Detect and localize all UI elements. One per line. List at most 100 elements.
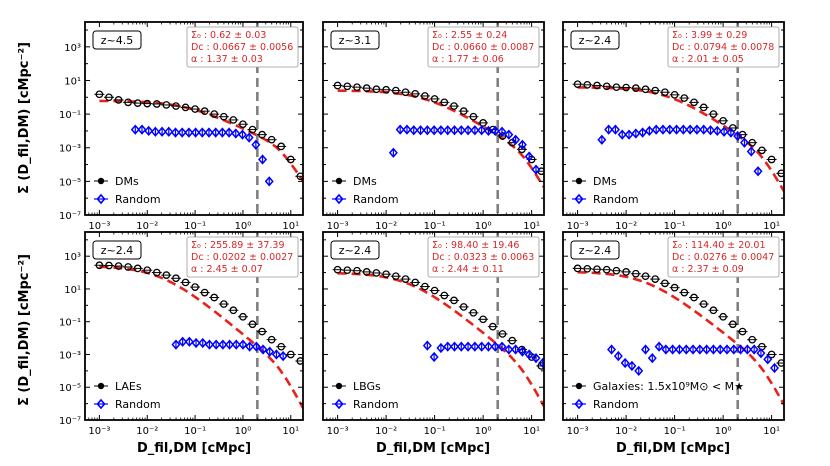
fit-parameter-2: Dc : 0.0202 ± 0.0027 — [191, 252, 293, 263]
x-tick-label: 10⁻¹ — [664, 221, 686, 232]
data-point — [421, 92, 429, 100]
data-point — [593, 265, 601, 274]
x-tick-label: 10⁻¹ — [424, 426, 446, 437]
random-point — [524, 151, 534, 162]
data-point — [258, 327, 266, 336]
legend-label-data: DMs — [593, 175, 617, 188]
random-point — [672, 124, 682, 135]
data-point — [411, 90, 420, 98]
fit-parameter-box — [186, 26, 299, 68]
random-point — [749, 344, 759, 355]
data-point — [459, 107, 468, 115]
random-point — [258, 154, 268, 165]
x-tick-label: 10⁻¹ — [184, 221, 206, 232]
legend-marker-random — [574, 398, 584, 410]
data-point — [680, 94, 689, 102]
random-point — [746, 146, 756, 157]
x-tick-label: 10⁻³ — [327, 221, 349, 232]
data-point — [172, 102, 180, 110]
random-point — [770, 362, 780, 374]
data-point — [777, 359, 784, 367]
fit-parameter-2: Dc : 0.0323 ± 0.0063 — [432, 252, 534, 263]
data-point — [200, 107, 209, 115]
redshift-label: z~2.4 — [579, 34, 611, 47]
random-point — [668, 344, 678, 355]
data-point — [421, 282, 429, 291]
data-point — [440, 291, 449, 300]
legend-marker-random — [334, 398, 344, 410]
fit-parameter-3: α : 2.37 ± 0.09 — [672, 264, 744, 275]
random-point — [756, 348, 766, 359]
random-point — [538, 357, 544, 369]
data-point — [114, 96, 123, 104]
data-point — [583, 80, 592, 89]
data-point — [239, 312, 247, 321]
x-axis-label-col-1: D_fil,DM [cMpc] — [137, 441, 251, 456]
panel-frame — [322, 21, 545, 216]
x-tick-label: 10⁻³ — [327, 426, 349, 437]
random-point — [258, 344, 268, 355]
random-point — [225, 339, 235, 350]
redshift-label: z~4.5 — [101, 34, 133, 47]
y-tick-label: 10⁻³ — [59, 144, 81, 155]
legend-marker-data — [575, 382, 583, 390]
random-point — [463, 125, 473, 136]
random-point — [733, 130, 743, 142]
redshift-label-box — [92, 30, 142, 50]
random-point — [456, 341, 466, 352]
data-point — [641, 85, 650, 94]
random-point — [604, 124, 614, 135]
data-point — [440, 98, 449, 107]
random-point — [429, 351, 439, 363]
redshift-label-box — [92, 240, 142, 260]
fit-parameter-2: Dc : 0.0660 ± 0.0087 — [432, 42, 534, 53]
random-point — [504, 129, 514, 140]
random-point — [130, 124, 140, 135]
panel-frame — [84, 231, 304, 421]
legend-label-data: LBGs — [353, 380, 381, 393]
legend-label-random: Random — [593, 193, 639, 206]
data-point — [95, 261, 104, 270]
panel-frame — [562, 231, 785, 421]
fit-parameter-1: Σ₀ : 2.55 ± 0.24 — [432, 30, 507, 41]
random-point — [416, 125, 426, 136]
data-point — [124, 263, 132, 271]
data-point — [411, 278, 420, 287]
random-point — [706, 125, 715, 136]
random-point — [171, 339, 181, 350]
x-tick-label: 10⁻³ — [567, 426, 589, 437]
panel-5: 10⁻³ 10⁻² 10⁻¹ 10⁰ 10¹ z~2.4 Σ₀ : 98.40 ± 19.4… — [322, 231, 545, 437]
data-point — [362, 84, 371, 92]
random-point — [531, 164, 541, 175]
data-point — [229, 116, 238, 124]
panel-6: 10⁻³ 10⁻² 10⁻¹ 10⁰ 10¹ z~2.4 Σ₀ : 114.40 ± 20.… — [562, 231, 785, 437]
data-point — [479, 315, 487, 324]
data-point — [191, 283, 199, 291]
random-point — [736, 344, 746, 355]
panel-frame — [84, 21, 304, 216]
x-tick-label: 10⁻² — [136, 426, 158, 437]
data-point — [767, 155, 776, 164]
y-tick-label: 10⁻³ — [59, 350, 81, 361]
random-point — [409, 125, 419, 136]
y-tick-label: 10⁻¹ — [59, 318, 81, 329]
random-point — [739, 137, 749, 148]
random-point — [517, 346, 527, 357]
fit-parameter-box — [186, 236, 299, 278]
random-point — [422, 340, 432, 351]
x-tick-label: 10⁻³ — [567, 221, 589, 232]
random-point — [497, 341, 507, 352]
fit-curve — [577, 270, 784, 406]
data-point — [181, 103, 190, 112]
random-point — [607, 344, 617, 355]
plot-area — [94, 232, 303, 420]
random-point — [638, 127, 648, 138]
random-point — [665, 124, 675, 135]
random-point — [620, 357, 630, 369]
random-point — [477, 341, 487, 352]
random-point — [490, 341, 500, 352]
random-point — [177, 127, 187, 138]
random-point — [184, 127, 194, 138]
fit-curve — [337, 271, 544, 407]
